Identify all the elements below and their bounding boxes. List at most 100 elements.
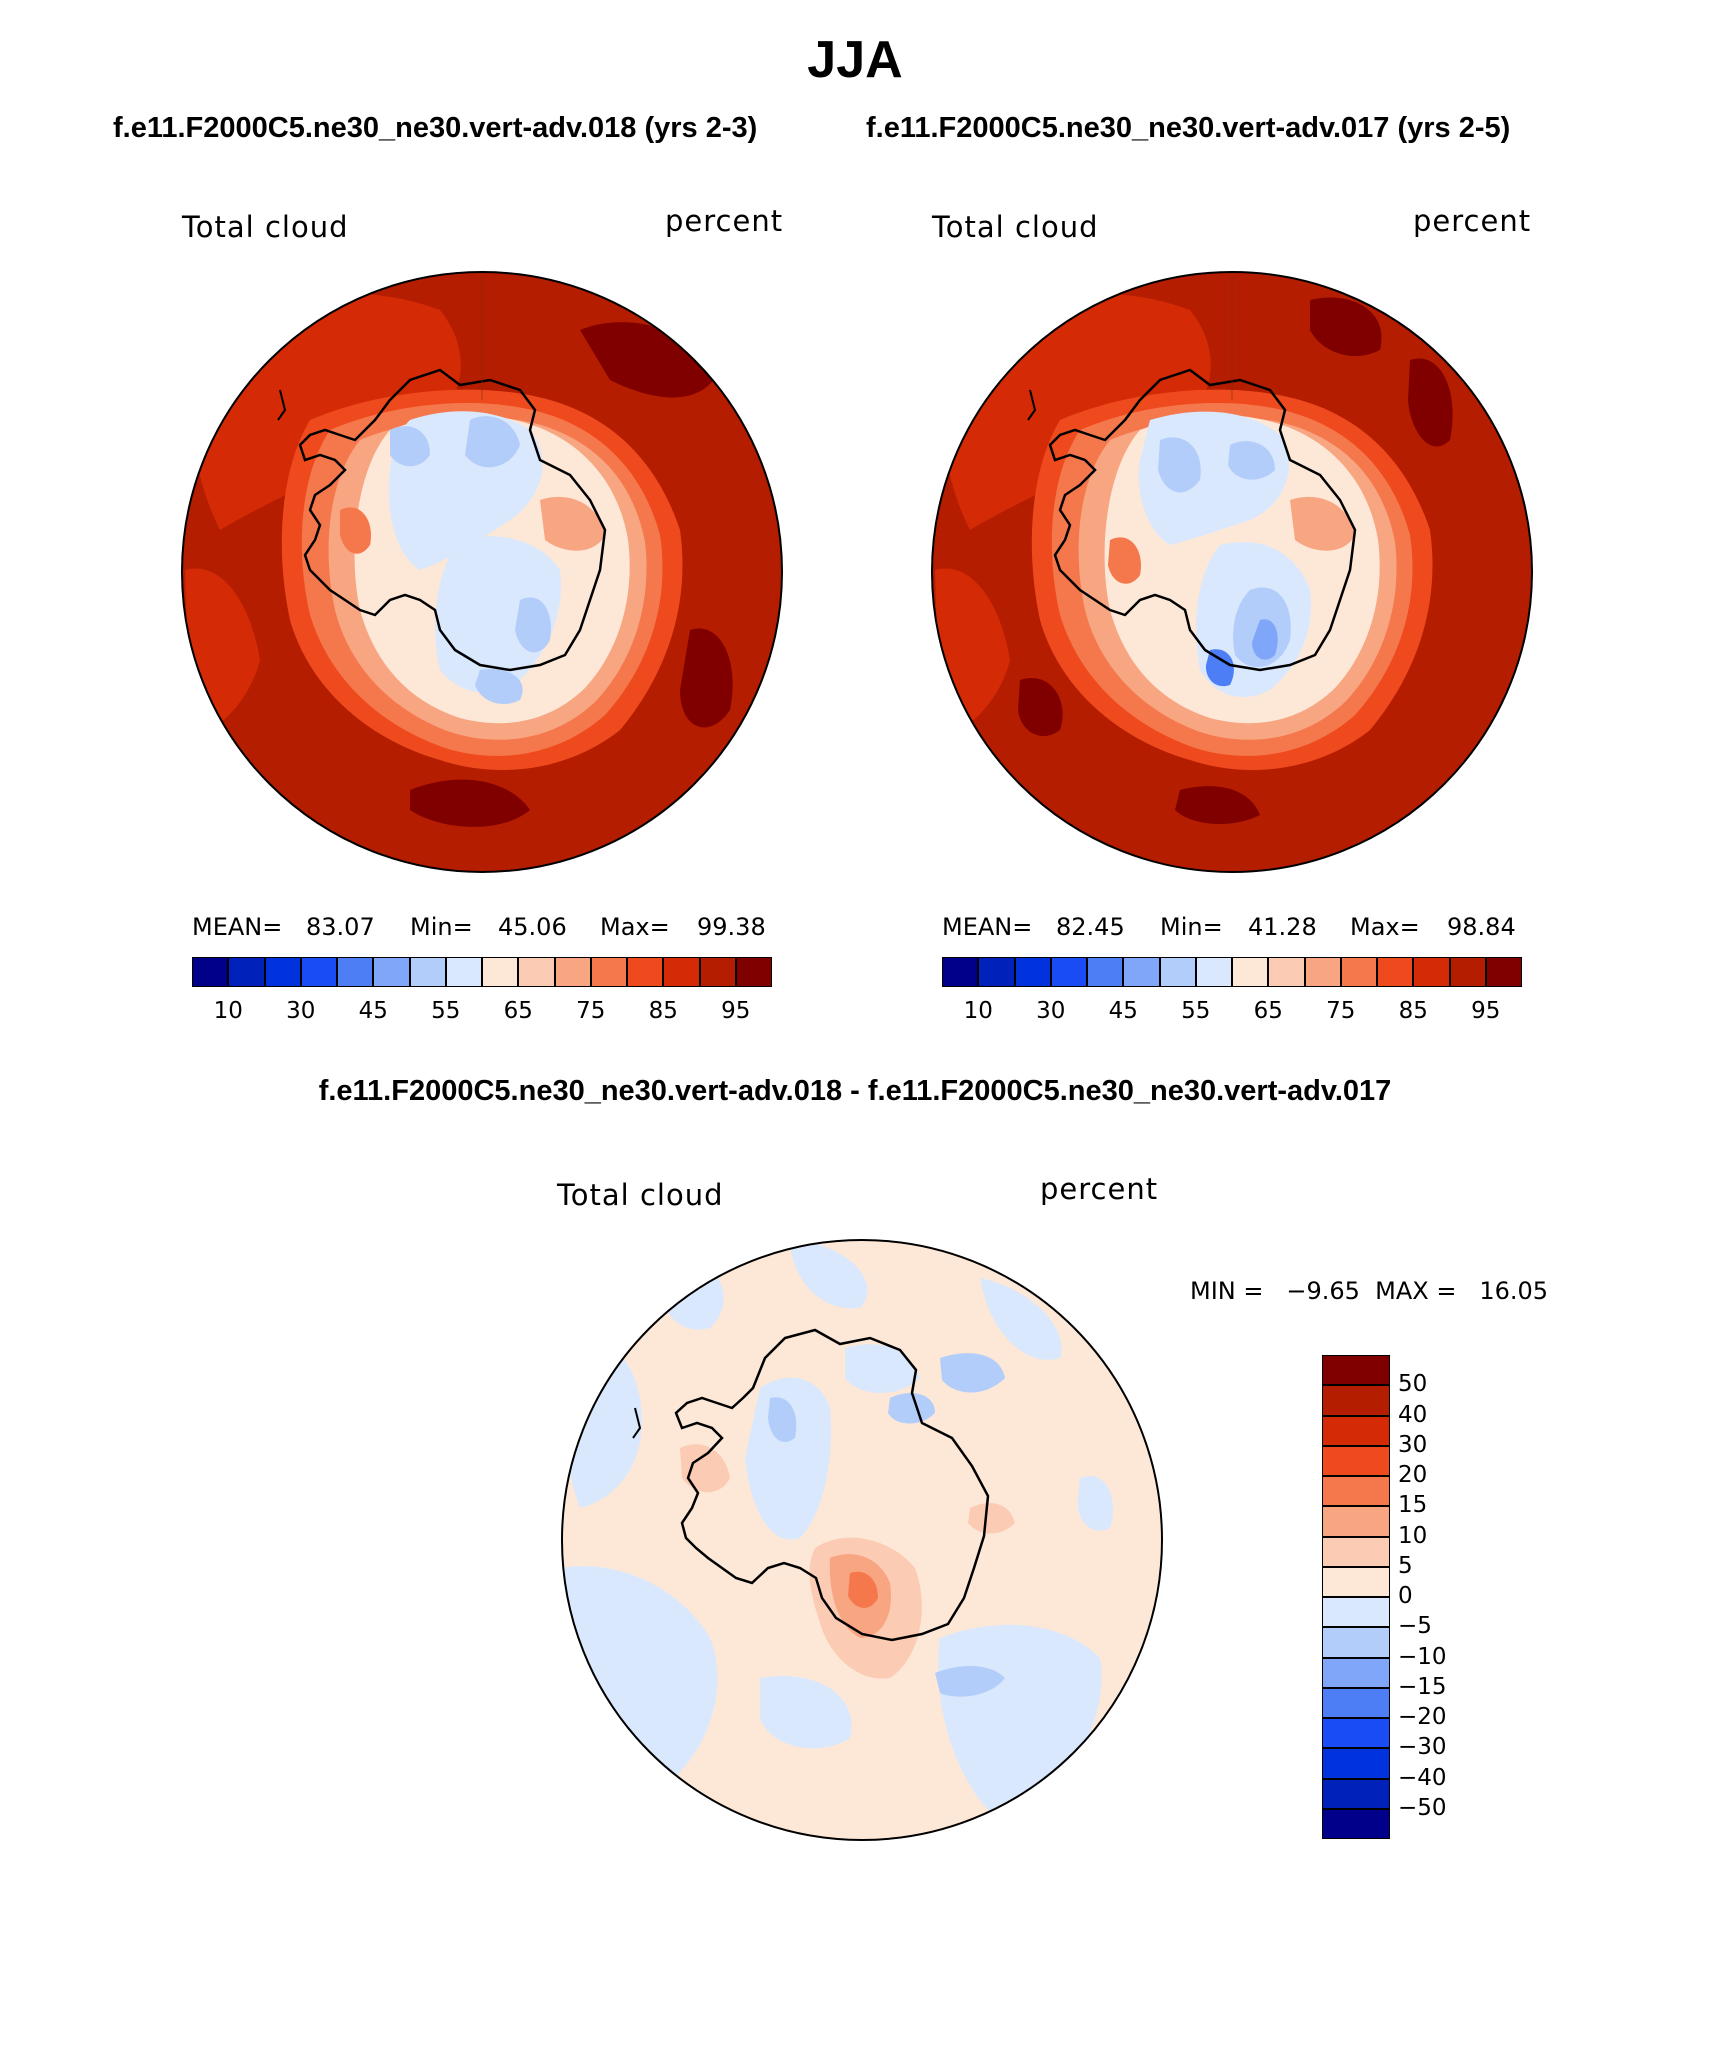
diff-colorbar-box — [1322, 1748, 1390, 1779]
left-colorbar-box — [627, 957, 664, 987]
diff-colorbar-box — [1322, 1718, 1390, 1749]
diff-colorbar-box — [1322, 1687, 1390, 1718]
diff-antarctic-coastline — [674, 1328, 990, 1642]
diff-colorbar-box — [1322, 1808, 1390, 1839]
left-polar-map — [181, 271, 783, 873]
left-colorbar-tick-label: 95 — [721, 998, 751, 1024]
left-colorbar-box — [373, 957, 410, 987]
diff-colorbar-tick-label: 30 — [1398, 1431, 1428, 1458]
left-variable-label: Total cloud — [182, 210, 349, 244]
diff-colorbar-tick-label: 0 — [1398, 1583, 1413, 1609]
left-map-field — [182, 272, 782, 872]
left-colorbar-tick-label: 55 — [431, 998, 461, 1024]
diff-colorbar-tick-label: 50 — [1398, 1371, 1428, 1398]
diff-colorbar-tick-label: −20 — [1398, 1704, 1447, 1730]
right-colorbar-box — [978, 957, 1015, 987]
diff-colorbar-box — [1322, 1536, 1390, 1567]
left-min-value: 45.06 — [498, 913, 567, 941]
diff-colorbar-tick-label: 40 — [1398, 1401, 1428, 1428]
diff-island-outline — [632, 1407, 642, 1439]
right-island-outline — [1027, 389, 1037, 421]
left-colorbar-tick-label: 30 — [286, 998, 316, 1024]
diff-colorbar-box — [1322, 1597, 1390, 1628]
diff-colorbar-tick-label: 5 — [1398, 1552, 1413, 1579]
left-max-value: 99.38 — [697, 913, 766, 941]
diff-colorbar-box — [1322, 1445, 1390, 1476]
diff-colorbar-tick-label: −15 — [1398, 1673, 1447, 1700]
left-max-label: Max= — [600, 913, 670, 941]
right-min-value: 41.28 — [1248, 913, 1317, 941]
right-variable-label: Total cloud — [932, 210, 1099, 244]
right-mean-value: 82.45 — [1056, 913, 1125, 941]
left-colorbar-tick-label: 85 — [648, 998, 678, 1024]
left-mean-label: MEAN= — [192, 913, 283, 941]
right-colorbar-tick-label: 65 — [1253, 998, 1283, 1024]
difference-colorbar-ticks: 50 40 30 20 15 10 5 0 −5 −10 −15 −20 −30 −40 −50 — [1398, 1355, 1518, 1839]
right-colorbar-tick-label: 30 — [1036, 998, 1066, 1024]
right-colorbar-tick-label: 85 — [1398, 998, 1428, 1024]
diff-colorbar-tick-label: −5 — [1398, 1613, 1432, 1640]
left-island-outline — [277, 389, 287, 421]
left-units-label: percent — [665, 204, 784, 238]
diff-colorbar-box — [1322, 1355, 1390, 1386]
right-colorbar-box — [1340, 957, 1377, 987]
right-colorbar-tick-label: 10 — [963, 998, 993, 1024]
right-colorbar-box — [1304, 957, 1341, 987]
left-colorbar-box — [699, 957, 736, 987]
difference-polar-map — [561, 1239, 1163, 1841]
right-colorbar-box — [1195, 957, 1232, 987]
left-colorbar-box — [192, 957, 229, 987]
diff-colorbar-box — [1322, 1566, 1390, 1597]
difference-colorbar — [1322, 1355, 1390, 1839]
left-colorbar-box — [228, 957, 265, 987]
right-max-label: Max= — [1350, 913, 1420, 941]
left-panel-title: f.e11.F2000C5.ne30_ne30.vert-adv.018 (yr… — [113, 112, 758, 144]
left-colorbar-box — [735, 957, 772, 987]
right-colorbar-box — [1449, 957, 1486, 987]
left-colorbar-tick-label: 45 — [358, 998, 388, 1024]
right-min-label: Min= — [1160, 913, 1223, 941]
left-antarctic-coastline — [298, 368, 607, 672]
right-colorbar-box — [1159, 957, 1196, 987]
right-colorbar-box — [1123, 957, 1160, 987]
diff-colorbar-tick-label: −50 — [1398, 1794, 1447, 1821]
right-colorbar-tick-label: 45 — [1108, 998, 1138, 1024]
left-colorbar-box — [264, 957, 301, 987]
right-colorbar — [942, 957, 1522, 987]
left-colorbar-box — [482, 957, 519, 987]
left-colorbar-box — [663, 957, 700, 987]
left-min-label: Min= — [410, 913, 473, 941]
right-colorbar-tick-label: 55 — [1181, 998, 1211, 1024]
right-map-field — [932, 272, 1532, 872]
right-mean-label: MEAN= — [942, 913, 1033, 941]
left-colorbar-tick-label: 75 — [576, 998, 606, 1024]
diff-colorbar-tick-label: 20 — [1398, 1462, 1428, 1488]
diff-colorbar-box — [1322, 1385, 1390, 1416]
left-colorbar-tick-label: 65 — [503, 998, 533, 1024]
left-colorbar-box — [554, 957, 591, 987]
left-colorbar-box — [518, 957, 555, 987]
diff-colorbar-box — [1322, 1657, 1390, 1688]
right-colorbar-box — [1413, 957, 1450, 987]
left-colorbar — [192, 957, 772, 987]
right-colorbar-box — [1050, 957, 1087, 987]
left-colorbar-box — [300, 957, 337, 987]
right-colorbar-tick-label: 95 — [1471, 998, 1501, 1024]
right-colorbar-box — [1087, 957, 1124, 987]
right-map-border — [931, 271, 1533, 873]
diff-colorbar-tick-label: 10 — [1398, 1522, 1428, 1549]
left-colorbar-box — [590, 957, 627, 987]
right-max-value: 98.84 — [1447, 913, 1516, 941]
right-colorbar-box — [1268, 957, 1305, 987]
right-colorbar-box — [1485, 957, 1522, 987]
right-panel-title: f.e11.F2000C5.ne30_ne30.vert-adv.017 (yr… — [866, 112, 1511, 144]
diff-colorbar-tick-label: −30 — [1398, 1734, 1447, 1761]
diff-map-border — [561, 1239, 1163, 1841]
figure-title: JJA — [807, 31, 903, 89]
left-colorbar-tick-label: 10 — [213, 998, 243, 1024]
diff-units-label: percent — [1040, 1172, 1159, 1206]
right-colorbar-tick-label: 75 — [1326, 998, 1356, 1024]
right-colorbar-box — [1014, 957, 1051, 987]
left-map-border — [181, 271, 783, 873]
diff-min-max: MIN = −9.65 MAX = 16.05 — [1190, 1277, 1549, 1305]
